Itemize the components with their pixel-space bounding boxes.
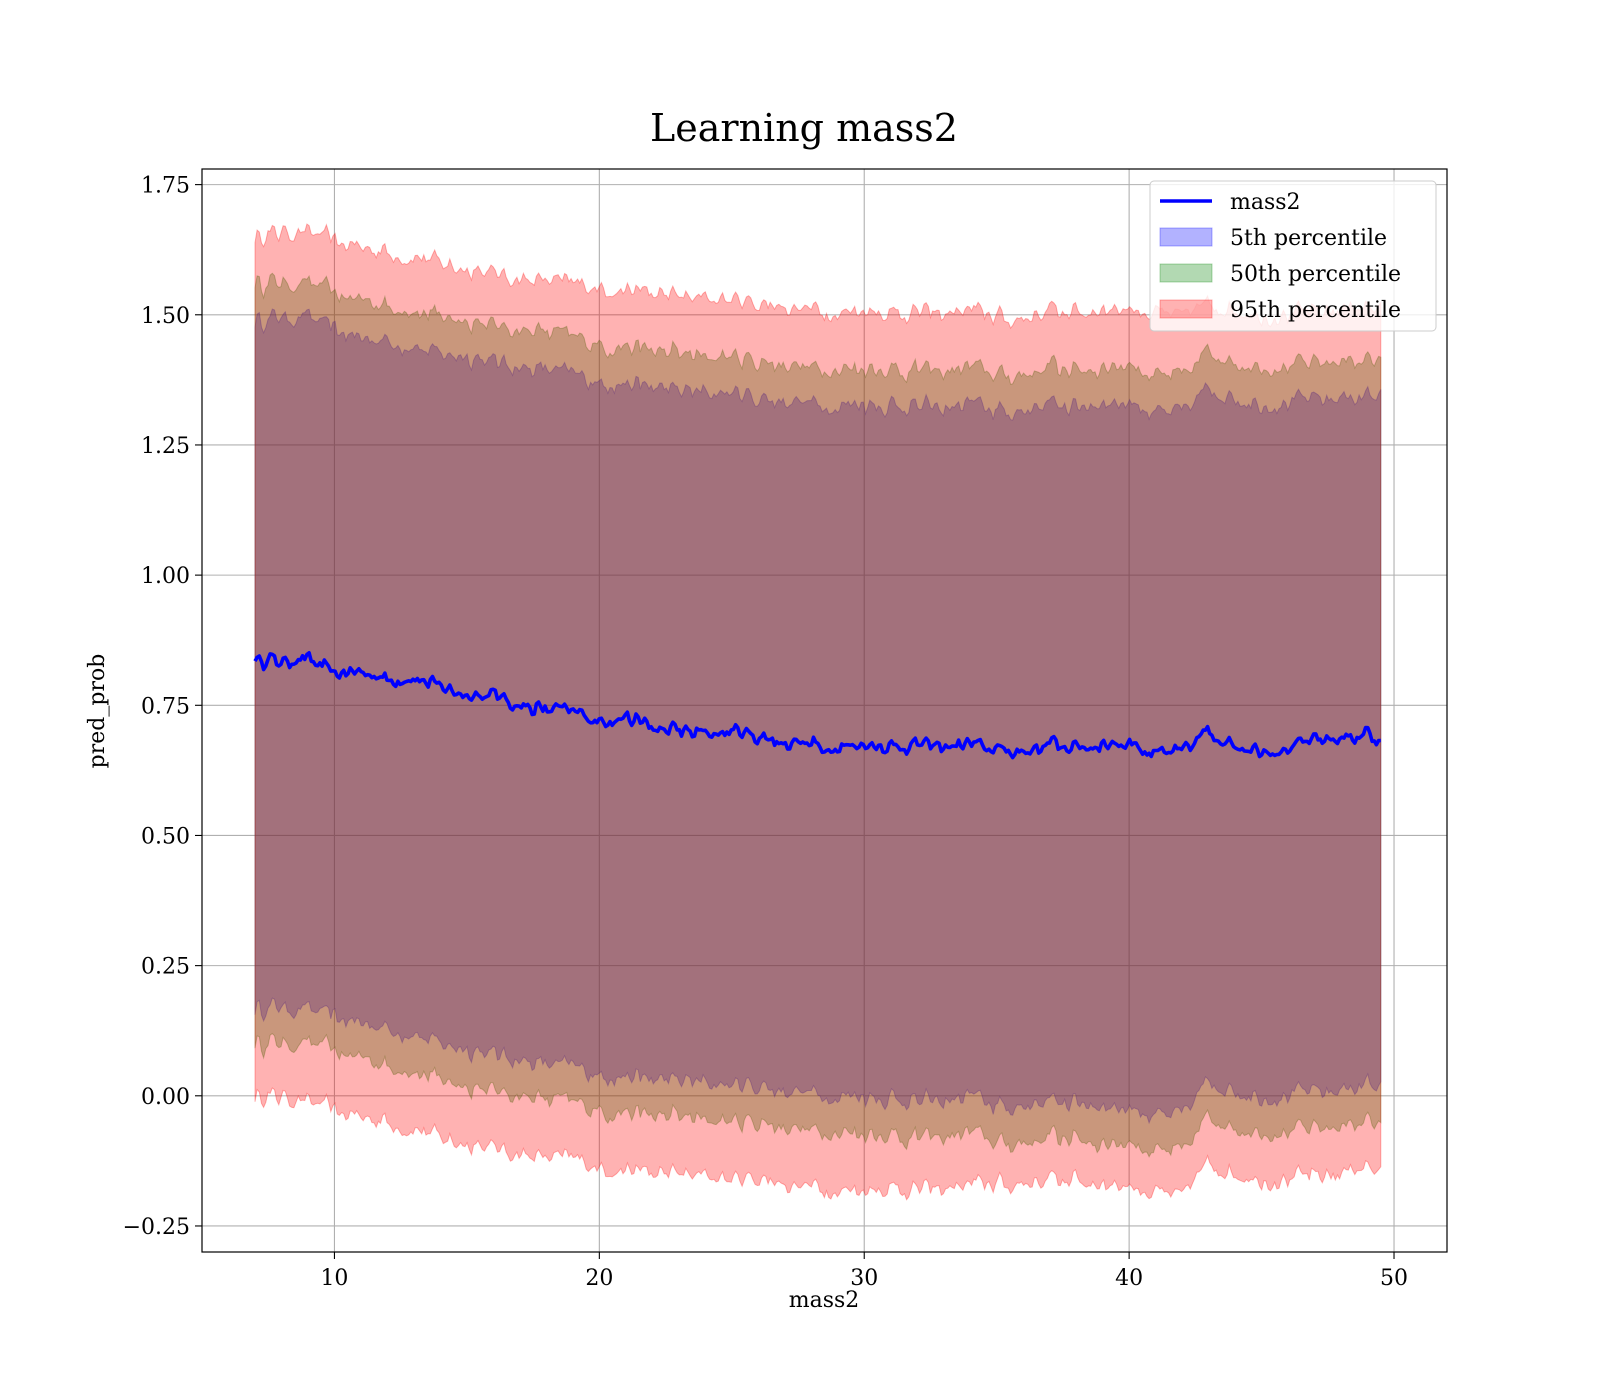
legend-swatch-band [1159, 299, 1213, 319]
y-tick-label: 1.25 [141, 434, 190, 459]
band-5th-percentile [254, 308, 1382, 1125]
y-tick-label: 0.00 [141, 1085, 190, 1110]
y-tick-label: 1.75 [141, 174, 190, 199]
y-tick-label: 0.50 [141, 824, 190, 849]
grid [202, 169, 1447, 1252]
x-tick-label: 20 [585, 1266, 613, 1291]
x-tick-label: 30 [850, 1266, 878, 1291]
chart-title: Learning mass2 [650, 106, 958, 150]
legend-box [1149, 180, 1437, 332]
x-axis: 10 20 30 40 50 [320, 1252, 1408, 1291]
legend-label: 50th percentile [1230, 262, 1401, 287]
x-tick-label: 40 [1115, 1266, 1143, 1291]
legend-label: 95th percentile [1230, 298, 1401, 323]
line-mass2 [253, 651, 1381, 760]
legend-label: mass2 [1230, 190, 1301, 215]
band-95th-percentile [254, 223, 1382, 1201]
y-axis: −0.25 0.00 0.25 0.50 0.75 1.00 1.25 1.50 1.75 [123, 174, 202, 1240]
series-lines [253, 651, 1381, 760]
y-tick-label: 0.25 [141, 955, 190, 980]
x-axis-label: mass2 [789, 1288, 860, 1313]
band-50th-percentile [254, 272, 1382, 1158]
y-tick-label: 0.75 [141, 694, 190, 719]
legend-swatch-band [1159, 263, 1213, 283]
x-tick-label: 50 [1380, 1266, 1408, 1291]
y-tick-label: −0.25 [123, 1215, 190, 1240]
legend-swatch-band [1159, 227, 1213, 247]
legend-label: 5th percentile [1230, 226, 1387, 251]
y-tick-label: 1.00 [141, 564, 190, 589]
bands [254, 223, 1382, 1201]
y-axis-label: pred_prob [85, 654, 110, 769]
plot-frame [201, 168, 1448, 1253]
legend: mass2 5th percentile 50th percentile 95th p… [1149, 180, 1437, 332]
x-tick-label: 10 [320, 1266, 348, 1291]
y-tick-label: 1.50 [141, 304, 190, 329]
